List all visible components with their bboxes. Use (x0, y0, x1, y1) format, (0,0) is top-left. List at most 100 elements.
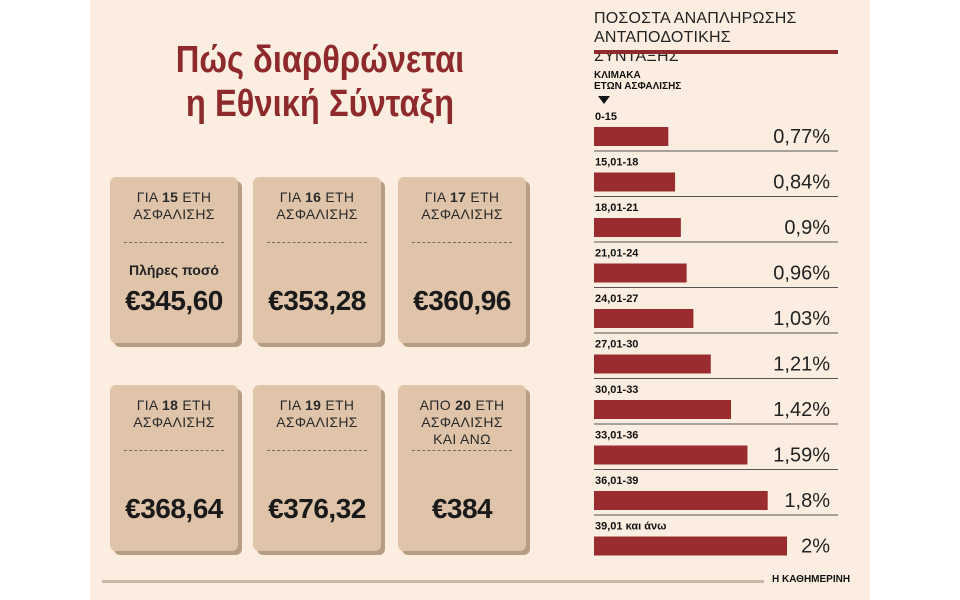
card-label-line-1: ΓΙΑ 15 ΕΤΗ (110, 189, 238, 206)
category-label: 18,01-21 (595, 202, 638, 214)
card-label-prefix: ΓΙΑ (136, 397, 162, 413)
pension-card: ΓΙΑ 18 ΕΤΗ ΑΣΦΑΛΙΣΗΣ €368,64 (110, 385, 238, 551)
card-label-line-2: ΑΣΦΑΛΙΣΗΣ (276, 414, 358, 430)
scale-label-line-2: ΕΤΩΝ ΑΣΦΑΛΙΣΗΣ (594, 81, 682, 92)
category-label: 36,01-39 (595, 475, 638, 487)
card-label: ΓΙΑ 17 ΕΤΗ ΑΣΦΑΛΙΣΗΣ (398, 189, 526, 223)
value-label: 0,84% (773, 172, 830, 194)
value-label: 2% (801, 536, 830, 558)
category-label: 33,01-36 (595, 430, 638, 442)
pension-card: ΓΙΑ 15 ΕΤΗ ΑΣΦΑΛΙΣΗΣ Πλήρες ποσό €345,60 (110, 177, 238, 343)
card-label: ΓΙΑ 16 ΕΤΗ ΑΣΦΑΛΙΣΗΣ (253, 189, 381, 223)
footer-rule (102, 580, 764, 583)
card-label-suffix: ΕΤΗ (321, 189, 355, 205)
chart-title: ΠΟΣΟΣΤΑ ΑΝΑΠΛΗΡΩΣΗΣ ΑΝΤΑΠΟΔΟΤΙΚΗΣ ΣΥΝΤΑΞ… (594, 9, 820, 66)
card-label-line-2: ΑΣΦΑΛΙΣΗΣ (133, 414, 215, 430)
card-label-line-1: ΓΙΑ 16 ΕΤΗ (253, 189, 381, 206)
bar (594, 263, 687, 283)
pension-card: ΑΠΟ 20 ΕΤΗ ΑΣΦΑΛΙΣΗΣ ΚΑΙ ΑΝΩ €384 (398, 385, 526, 551)
value-label: 1,21% (773, 354, 830, 376)
card-label: ΓΙΑ 15 ΕΤΗ ΑΣΦΑΛΙΣΗΣ (110, 189, 238, 223)
card-label: ΑΠΟ 20 ΕΤΗ ΑΣΦΑΛΙΣΗΣ ΚΑΙ ΑΝΩ (398, 397, 526, 448)
card-label-line-1: ΓΙΑ 19 ΕΤΗ (253, 397, 381, 414)
card-label-line-2: ΑΣΦΑΛΙΣΗΣ (133, 206, 215, 222)
card-amount: €345,60 (125, 285, 223, 316)
card-separator (124, 242, 224, 243)
card-label-prefix: ΑΠΟ (419, 397, 456, 413)
scale-label: ΚΛΙΜΑΚΑ ΕΤΩΝ ΑΣΦΑΛΙΣΗΣ (594, 70, 681, 92)
card-amount: €368,64 (125, 493, 223, 524)
value-label: 0,96% (773, 263, 830, 285)
card-years: 15 (161, 189, 179, 205)
card-label-line-1: ΓΙΑ 17 ΕΤΗ (398, 189, 526, 206)
card-label: ΓΙΑ 18 ΕΤΗ ΑΣΦΑΛΙΣΗΣ (110, 397, 238, 431)
chart-title-line-1: ΠΟΣΟΣΤΑ ΑΝΑΠΛΗΡΩΣΗΣ (594, 10, 797, 27)
bar (594, 400, 732, 419)
pension-card: ΓΙΑ 16 ΕΤΗ ΑΣΦΑΛΙΣΗΣ €353,28 (253, 177, 381, 343)
card-separator (267, 242, 367, 243)
bar (594, 445, 748, 465)
card-separator (267, 450, 367, 451)
card-separator (412, 242, 512, 243)
value-label: 1,59% (773, 445, 830, 467)
card-label-suffix: ΕΤΗ (466, 189, 500, 205)
card-label-prefix: ΓΙΑ (136, 189, 162, 205)
card-label-line-2: ΑΣΦΑΛΙΣΗΣ (421, 206, 503, 222)
card-label-prefix: ΓΙΑ (424, 189, 450, 205)
card-label-prefix: ΓΙΑ (279, 397, 305, 413)
card-label-line-2: ΑΣΦΑΛΙΣΗΣ (421, 414, 503, 430)
value-label: 1,42% (773, 399, 830, 421)
card-label-line-3: ΚΑΙ ΑΝΩ (433, 431, 491, 447)
card-separator (412, 450, 512, 451)
bar (594, 491, 768, 510)
card-years: 18 (161, 397, 179, 413)
category-label: 21,01-24 (595, 248, 639, 260)
card-label-suffix: ΕΤΗ (178, 397, 212, 413)
value-label: 0,9% (784, 217, 830, 239)
value-label: 1,8% (784, 490, 830, 512)
chart-title-rule (594, 50, 838, 54)
card-label-prefix: ΓΙΑ (279, 189, 305, 205)
card-years: 20 (455, 397, 472, 413)
category-label: 39,01 και άνω (595, 521, 666, 533)
card-amount: €384 (431, 493, 493, 524)
category-label: 15,01-18 (595, 157, 638, 169)
bar (594, 309, 694, 328)
down-arrow-icon (598, 96, 610, 104)
card-years: 19 (304, 397, 322, 413)
card-years: 16 (304, 189, 322, 205)
card-label-line-1: ΓΙΑ 18 ΕΤΗ (110, 397, 238, 414)
replacement-rate-chart: 0-15 0,77% 15,01-18 0,84% 18,01-21 0,9% 21,01-… (594, 111, 838, 558)
card-label-suffix: ΕΤΗ (471, 397, 505, 413)
bar (594, 127, 669, 146)
card-full-amount-label: Πλήρες ποσό (129, 262, 219, 278)
card-label-line-2: ΑΣΦΑΛΙΣΗΣ (276, 206, 358, 222)
card-label-suffix: ΕΤΗ (178, 189, 212, 205)
source-label: Η ΚΑΘΗΜΕΡΙΝΗ (772, 574, 851, 585)
page-title: Πώς διαρθρώνεται η Εθνική Σύνταξη (165, 38, 475, 126)
bar (594, 354, 711, 374)
card-amount: €376,32 (268, 493, 366, 524)
card-amount: €360,96 (413, 285, 511, 316)
card-amount: €353,28 (268, 285, 366, 316)
value-label: 0,77% (773, 126, 830, 148)
category-label: 0-15 (595, 111, 617, 123)
card-label-line-1: ΑΠΟ 20 ΕΤΗ (398, 397, 526, 414)
chart-title-line-2: ΑΝΤΑΠΟΔΟΤΙΚΗΣ ΣΥΝΤΑΞΗΣ (594, 29, 731, 65)
scale-label-line-1: ΚΛΙΜΑΚΑ (594, 70, 641, 81)
card-label: ΓΙΑ 19 ΕΤΗ ΑΣΦΑΛΙΣΗΣ (253, 397, 381, 431)
category-label: 27,01-30 (595, 339, 638, 351)
title-line-1: Πώς διαρθρώνεται (175, 39, 465, 81)
value-label: 1,03% (773, 308, 830, 330)
pension-card: ΓΙΑ 19 ΕΤΗ ΑΣΦΑΛΙΣΗΣ €376,32 (253, 385, 381, 551)
title-line-2: η Εθνική Σύνταξη (185, 83, 455, 125)
bar (594, 172, 676, 192)
bar (594, 218, 681, 237)
card-years: 17 (449, 189, 467, 205)
bar (594, 536, 787, 556)
category-label: 24,01-27 (595, 293, 638, 305)
card-separator (124, 450, 224, 451)
pension-card: ΓΙΑ 17 ΕΤΗ ΑΣΦΑΛΙΣΗΣ €360,96 (398, 177, 526, 343)
card-label-suffix: ΕΤΗ (321, 397, 355, 413)
category-label: 30,01-33 (595, 384, 638, 396)
